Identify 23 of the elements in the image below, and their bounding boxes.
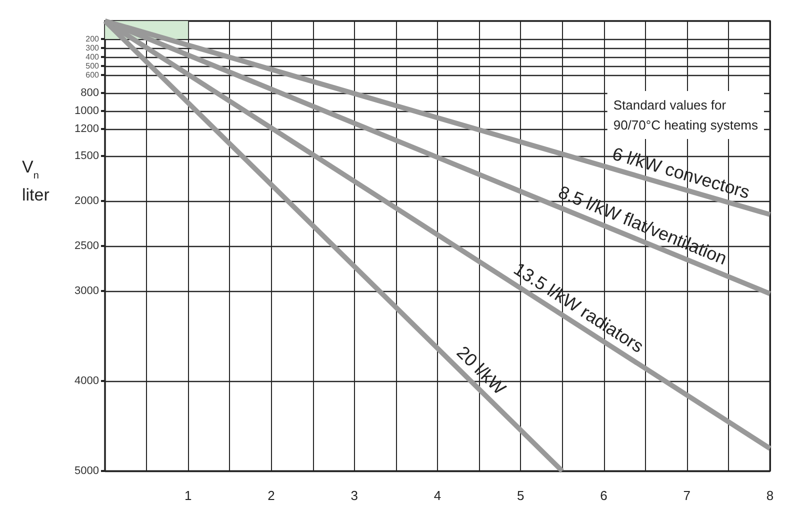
y-tick-label: 1000 [74,105,99,117]
y-tick-label: 200 [86,34,100,44]
x-tick-label: 1 [184,488,192,503]
y-tick-label: 500 [86,62,100,70]
x-tick-label: 3 [350,488,358,503]
y-tick-label: 5000 [74,465,99,477]
x-tick-label: 5 [517,488,524,503]
y-tick-label: 400 [86,52,100,62]
y-tick-label: 1200 [74,123,99,135]
x-tick-label: 4 [434,488,442,503]
y-tick-label: 2000 [74,195,99,207]
y-tick-label: 600 [86,70,100,80]
y-tick-label: 3000 [74,285,99,297]
annotation: Standard values for 90/70°C heating systems [613,98,758,132]
y-tick-label: 4000 [74,375,99,387]
x-tick-label: 7 [683,488,690,503]
y-tick-label: 1500 [74,150,99,162]
x-tick-label: 2 [268,488,275,503]
y-tick-label: 800 [80,87,99,99]
x-tick-label: 6 [600,488,608,503]
y-tick-label: 2500 [74,240,99,252]
y-tick-label: 300 [86,44,100,52]
x-tick-label: 8 [766,488,774,503]
